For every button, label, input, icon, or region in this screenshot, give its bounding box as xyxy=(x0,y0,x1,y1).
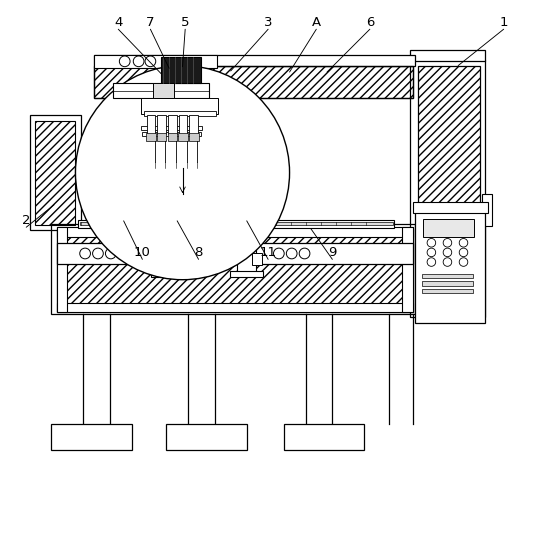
Bar xyxy=(402,227,412,312)
Bar xyxy=(141,125,202,130)
Bar xyxy=(178,133,188,140)
Bar xyxy=(166,424,247,450)
Bar xyxy=(154,253,163,265)
Bar xyxy=(158,115,166,134)
Circle shape xyxy=(75,66,289,280)
Bar xyxy=(80,222,393,225)
Bar xyxy=(144,111,216,116)
Circle shape xyxy=(459,258,468,266)
Bar xyxy=(167,133,177,140)
Circle shape xyxy=(459,248,468,257)
Bar xyxy=(160,234,179,274)
Bar xyxy=(418,66,480,312)
Bar xyxy=(284,424,364,450)
Text: 7: 7 xyxy=(146,16,155,29)
Text: 2: 2 xyxy=(22,214,31,228)
Bar xyxy=(57,227,412,237)
Bar xyxy=(57,229,412,312)
Circle shape xyxy=(427,238,435,247)
Bar xyxy=(422,281,473,286)
Circle shape xyxy=(106,248,116,259)
Circle shape xyxy=(443,258,452,266)
Bar xyxy=(482,194,492,226)
Bar xyxy=(152,271,185,277)
Bar xyxy=(57,243,180,264)
Text: 3: 3 xyxy=(264,16,272,29)
Circle shape xyxy=(133,56,144,67)
Circle shape xyxy=(427,258,435,266)
Circle shape xyxy=(80,248,90,259)
Circle shape xyxy=(443,248,452,257)
Bar xyxy=(237,234,256,274)
Bar xyxy=(236,243,412,264)
Circle shape xyxy=(299,248,310,259)
Bar xyxy=(153,226,185,236)
Bar xyxy=(157,133,166,140)
Bar xyxy=(240,212,251,228)
Bar xyxy=(142,132,201,136)
Text: 9: 9 xyxy=(328,246,336,259)
Bar xyxy=(51,223,415,315)
Bar xyxy=(141,98,218,114)
Text: 8: 8 xyxy=(194,246,203,259)
Bar xyxy=(412,202,487,213)
Bar xyxy=(57,303,412,312)
Bar xyxy=(51,424,132,450)
Circle shape xyxy=(459,238,468,247)
Bar xyxy=(410,49,485,61)
Bar xyxy=(94,55,217,68)
Bar xyxy=(165,212,176,228)
Bar xyxy=(94,66,412,98)
Bar xyxy=(179,115,187,134)
Bar xyxy=(410,60,485,317)
Bar xyxy=(94,55,415,66)
Text: 6: 6 xyxy=(365,16,374,29)
Bar xyxy=(153,83,174,98)
Circle shape xyxy=(92,248,103,259)
Bar xyxy=(422,289,473,293)
Bar xyxy=(78,220,394,228)
Bar xyxy=(252,253,261,265)
Bar xyxy=(94,66,412,98)
Circle shape xyxy=(274,248,284,259)
Bar xyxy=(113,83,210,98)
Bar xyxy=(189,115,198,134)
Bar xyxy=(189,133,199,140)
Circle shape xyxy=(443,238,452,247)
Text: 11: 11 xyxy=(260,246,277,259)
Circle shape xyxy=(119,56,130,67)
Bar xyxy=(30,115,81,230)
Text: 4: 4 xyxy=(114,16,123,29)
Bar xyxy=(146,133,156,140)
Bar xyxy=(147,115,155,134)
Text: 1: 1 xyxy=(499,16,508,29)
Bar xyxy=(230,271,263,277)
Bar xyxy=(415,210,485,322)
Bar xyxy=(422,274,473,278)
Circle shape xyxy=(145,56,156,67)
Text: 5: 5 xyxy=(181,16,189,29)
Bar xyxy=(36,121,75,225)
Bar xyxy=(231,226,263,236)
Circle shape xyxy=(427,248,435,257)
Bar xyxy=(168,115,177,134)
Bar xyxy=(57,227,67,312)
Text: A: A xyxy=(312,16,321,29)
Circle shape xyxy=(286,248,297,259)
Text: 10: 10 xyxy=(134,246,151,259)
Bar xyxy=(161,57,201,83)
Bar xyxy=(423,219,474,237)
